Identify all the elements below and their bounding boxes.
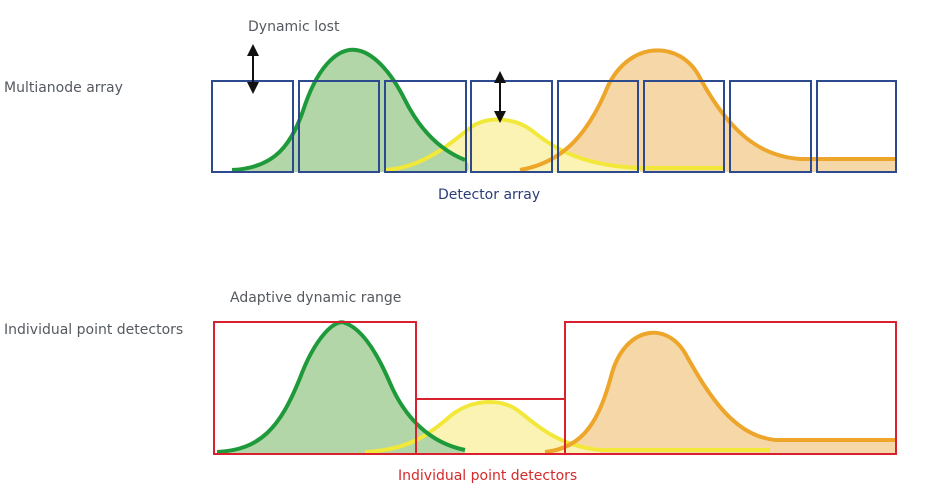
bottom-orange-peak-fill: [545, 334, 895, 454]
bottom-spectrum-group: [216, 320, 895, 454]
bottom-orange-peak-line: [544, 330, 895, 454]
bottom-yellow-peak-line: [364, 400, 770, 454]
individual-point-detectors-caption: Individual point detectors: [398, 468, 578, 484]
point-detector-box-3: [564, 321, 897, 455]
detector-box-4: [470, 80, 553, 173]
top-green-peak-line: [231, 47, 466, 172]
detector-box-6: [643, 80, 725, 173]
detector-array-boxes: [211, 80, 897, 173]
top-spectrum-group: [231, 47, 895, 173]
detector-box-7: [729, 80, 812, 173]
dynamic-lost-label: Dynamic lost: [248, 19, 340, 35]
top-yellow-peak-line: [384, 117, 725, 172]
detector-box-8: [816, 80, 897, 173]
adaptive-dynamic-range-label: Adaptive dynamic range: [230, 290, 402, 306]
detector-array-caption: Detector array: [438, 187, 541, 203]
top-green-peak-fill: [232, 49, 469, 173]
multianode-array-label: Multianode array: [4, 80, 123, 96]
point-detector-boxes: [213, 321, 897, 455]
point-detector-box-1: [213, 321, 417, 455]
detector-box-2: [298, 80, 380, 173]
individual-point-detectors-row-label: Individual point detectors: [4, 322, 184, 338]
top-orange-peak-fill: [520, 52, 895, 172]
top-orange-peak-line: [519, 48, 895, 172]
detector-box-3: [384, 80, 467, 173]
detector-box-5: [557, 80, 639, 173]
